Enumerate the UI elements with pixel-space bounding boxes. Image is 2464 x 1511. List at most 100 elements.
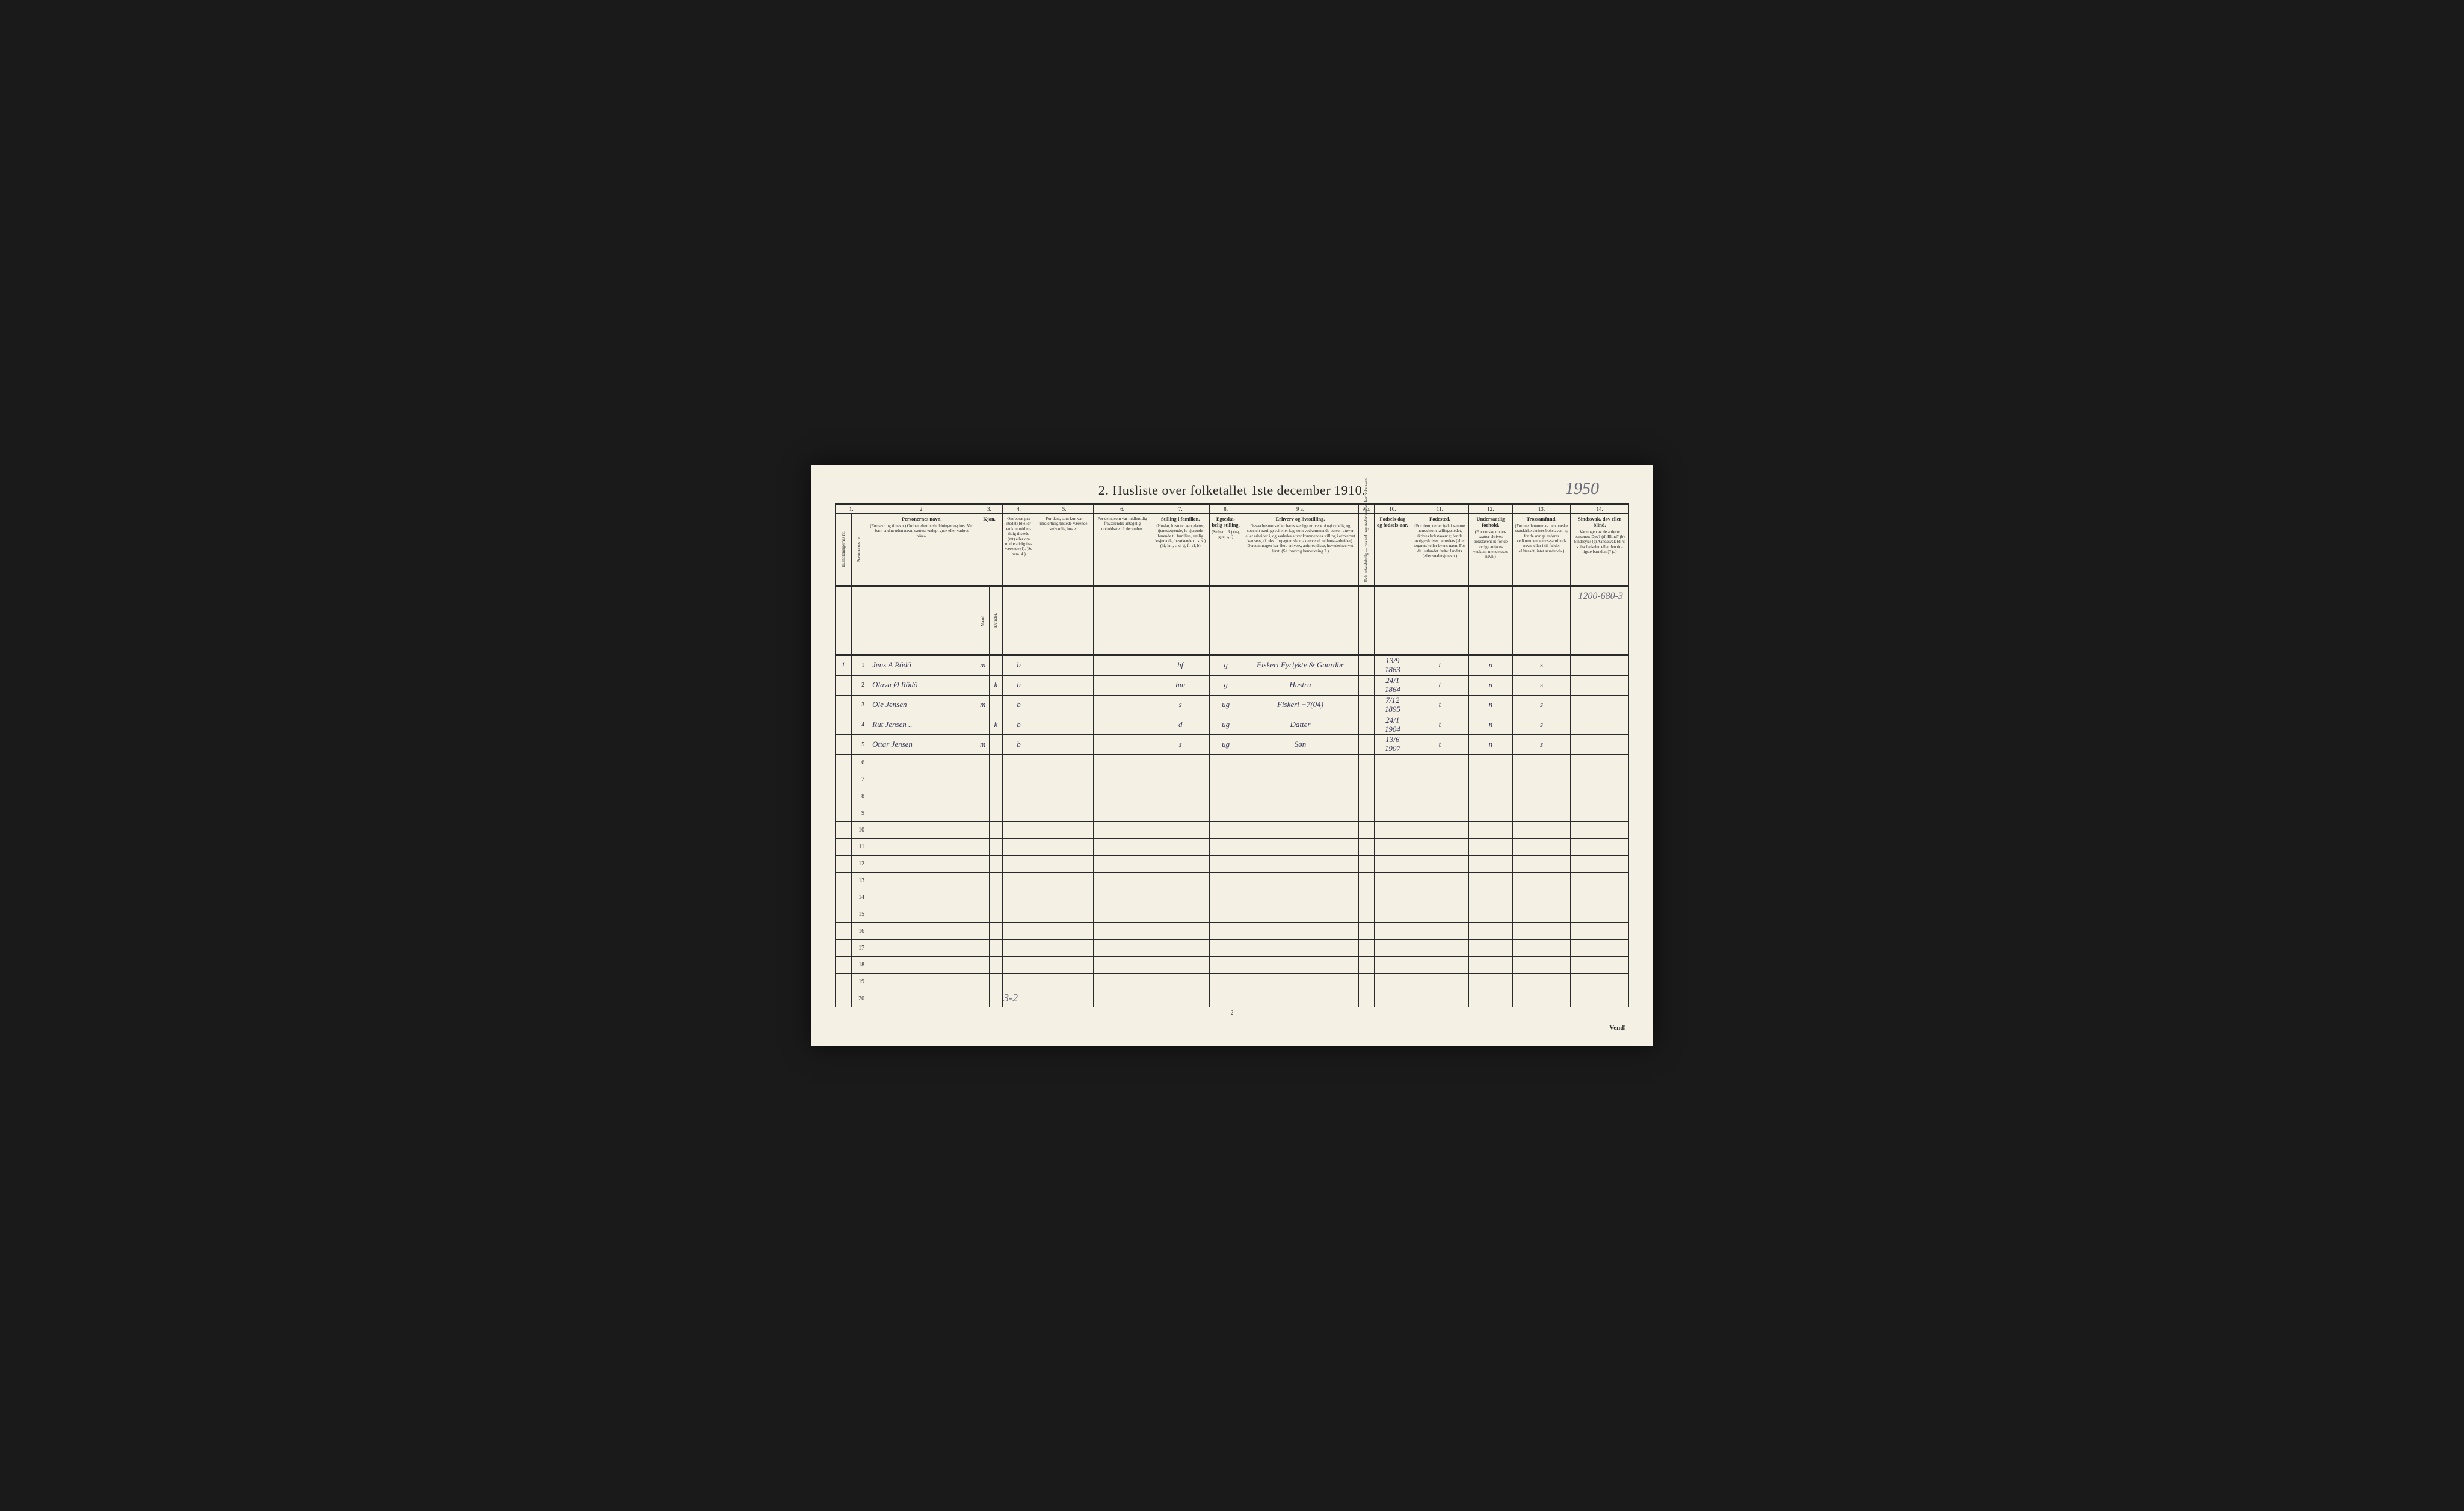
cell-place: t [1411,715,1469,735]
cell-empty [867,755,976,771]
cell-k [990,655,1003,675]
cell-empty [976,940,990,957]
cell-empty: 15 [851,906,867,923]
cell-empty [1151,805,1210,822]
cell-c9b [1358,735,1375,755]
cell-empty [1512,990,1571,1007]
cell-rel2: s [1512,695,1571,715]
cell-empty [1002,755,1035,771]
cell-empty [1093,822,1151,839]
hdr-occupation: Erhverv og livsstilling. Ogsaa husmors e… [1242,513,1358,586]
colnum-9a: 9 a. [1242,504,1358,513]
table-row: 11Jens A RödömbhfgFiskeri Fyrlyktv & Gaa… [836,655,1629,675]
cell-empty [1093,839,1151,856]
colnum-13: 13. [1512,504,1571,513]
cell-empty [836,788,852,805]
cell-empty [990,822,1003,839]
cell-empty [867,771,976,788]
cell-empty [1035,822,1094,839]
cell-empty [836,805,852,822]
cell-m: m [976,695,990,715]
cell-empty [1512,839,1571,856]
cell-empty [1242,889,1358,906]
cell-empty [1512,805,1571,822]
cell-empty [1035,889,1094,906]
cell-empty [1093,923,1151,940]
hdr-marital: Egteska-belig stilling. (Se bem. 6.) (ug… [1210,513,1242,586]
cell-empty [1035,839,1094,856]
cell-empty [1358,839,1375,856]
cell-empty [1242,856,1358,873]
cell-empty [1210,873,1242,889]
cell-empty [1093,906,1151,923]
colnum-1: 1. [836,504,867,513]
cell-empty [1358,805,1375,822]
table-row: 2Olava Ø RödökbhmgHustru24/1 1864tns [836,675,1629,695]
hdr-religion: Trossamfund. (For medlemmer av den norsk… [1512,513,1571,586]
cell-empty [1002,856,1035,873]
cell-empty: 16 [851,923,867,940]
cell-empty [836,856,852,873]
cell-empty [1375,873,1411,889]
cell-nat: n [1469,675,1512,695]
cell-empty [1571,805,1629,822]
cell-empty [1210,957,1242,974]
cell-rel2: s [1512,655,1571,675]
cell-rel: hm [1151,675,1210,695]
cell-empty [1242,755,1358,771]
cell-hh [836,675,852,695]
cell-empty [1242,839,1358,856]
cell-empty [990,889,1003,906]
hdr-temp-absent: For dem, som var midlertidig fraværende:… [1093,513,1151,586]
bottom-annotation: 3-2 [1003,992,1018,1004]
cell-place: t [1411,695,1469,715]
cell-empty [1151,923,1210,940]
cell-empty [1242,974,1358,990]
cell-empty: 13 [851,873,867,889]
hdr-family-position: Stilling i familien. (Husfar, husmor, sø… [1151,513,1210,586]
cell-empty [1375,940,1411,957]
cell-hh [836,715,852,735]
cell-empty [1035,906,1094,923]
cell-birth: 24/1 1864 [1375,675,1411,695]
hdr-birthplace: Fødested. (For dem, der er født i samme … [1411,513,1469,586]
cell-empty [1151,788,1210,805]
cell-k: k [990,715,1003,735]
cell-empty [1512,923,1571,940]
cell-empty [836,755,852,771]
cell-c9b [1358,675,1375,695]
cell-empty [867,940,976,957]
cell-empty [1571,974,1629,990]
cell-c6 [1093,735,1151,755]
cell-empty [1035,974,1094,990]
cell-name: Jens A Rödö [867,655,976,675]
cell-empty [1358,856,1375,873]
cell-empty: 11 [851,839,867,856]
table-row-empty: 18 [836,957,1629,974]
cell-c14 [1571,655,1629,675]
hdr-household-nr: Husholdningernes nr. [836,513,852,586]
cell-hh [836,695,852,715]
cell-birth: 13/6 1907 [1375,735,1411,755]
cell-empty [1002,974,1035,990]
cell-occ: Datter [1242,715,1358,735]
hdr-birthdate: Fødsels-dag og fødsels-aar. [1375,513,1411,586]
cell-empty [867,873,976,889]
cell-empty [1002,906,1035,923]
cell-empty [1151,822,1210,839]
cell-empty [1375,788,1411,805]
cell-empty [1151,856,1210,873]
cell-empty [1035,990,1094,1007]
cell-empty [990,805,1003,822]
cell-empty [867,839,976,856]
colnum-5: 5. [1035,504,1094,513]
cell-empty [1571,957,1629,974]
table-row-empty: 13 [836,873,1629,889]
cell-mar: g [1210,675,1242,695]
hdr-sex: Kjøn. [976,513,1002,586]
cell-empty [976,822,990,839]
cell-empty [1411,755,1469,771]
cell-empty [990,771,1003,788]
cell-empty [1512,755,1571,771]
cell-occ: Fiskeri +7(04) [1242,695,1358,715]
